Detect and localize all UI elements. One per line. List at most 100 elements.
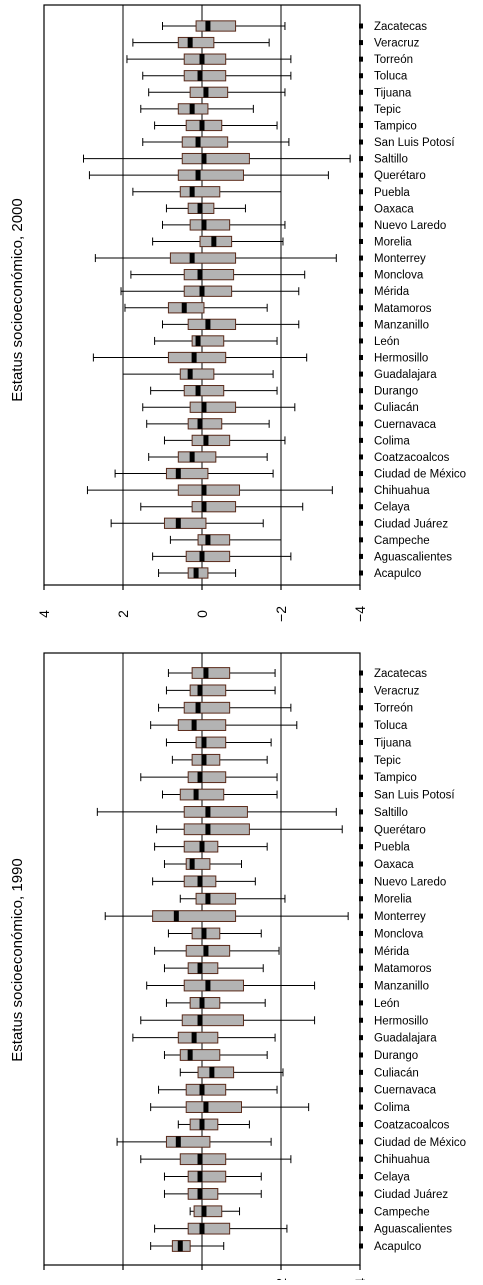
median-mark bbox=[205, 806, 211, 818]
box-row: San Luis Potosí bbox=[162, 788, 455, 802]
box-row: Aguascalientes bbox=[152, 550, 452, 563]
category-label: Aguascalientes bbox=[374, 551, 452, 563]
category-tick bbox=[359, 896, 363, 902]
category-tick bbox=[359, 670, 363, 676]
box-row: Puebla bbox=[154, 840, 410, 854]
iqr-box bbox=[183, 701, 231, 714]
median-mark bbox=[201, 484, 207, 496]
median-mark bbox=[199, 997, 205, 1009]
category-tick bbox=[359, 371, 363, 377]
category-tick bbox=[359, 305, 363, 311]
category-tick bbox=[359, 471, 363, 477]
median-mark bbox=[201, 928, 207, 939]
iqr-box bbox=[177, 169, 244, 181]
category-label: Durango bbox=[374, 1050, 418, 1062]
box-row: Hermosillo bbox=[140, 1014, 428, 1027]
box-row: Oaxaca bbox=[165, 202, 414, 215]
box-row: León bbox=[154, 335, 400, 348]
iqr-box bbox=[163, 517, 207, 529]
category-label: San Luis Potosí bbox=[374, 137, 455, 149]
box-row: Hermosillo bbox=[92, 351, 428, 365]
median-mark bbox=[191, 352, 197, 363]
category-label: Chihuahua bbox=[374, 485, 430, 497]
category-tick bbox=[359, 89, 363, 95]
median-mark bbox=[197, 269, 203, 280]
box-row: San Luis Potosí bbox=[142, 136, 455, 149]
iqr-box bbox=[187, 418, 223, 430]
median-mark bbox=[205, 534, 211, 545]
value-tick-label: −4 bbox=[352, 606, 368, 622]
box-row: Guadalajara bbox=[122, 368, 437, 381]
category-label: Veracruz bbox=[374, 38, 420, 50]
category-tick bbox=[359, 1191, 363, 1197]
box-row: Tijuana bbox=[165, 736, 412, 749]
category-tick bbox=[359, 1035, 363, 1041]
category-tick bbox=[359, 705, 363, 711]
panel-2000: 4 2 0 −2 −4 Estatus socioeconómico, 2000 Zacat… bbox=[9, 4, 466, 622]
category-label: Mérida bbox=[374, 946, 410, 958]
iqr-box bbox=[185, 858, 211, 870]
median-mark bbox=[205, 20, 211, 32]
median-mark bbox=[189, 252, 195, 264]
category-tick bbox=[359, 792, 363, 798]
median-mark bbox=[195, 335, 201, 347]
median-mark bbox=[205, 823, 211, 835]
category-tick bbox=[359, 878, 363, 884]
category-label: Guadalajara bbox=[374, 369, 437, 381]
category-tick bbox=[359, 1000, 363, 1006]
category-label: Manzanillo bbox=[374, 319, 429, 331]
category-tick bbox=[359, 1226, 363, 1232]
box-row: Oaxaca bbox=[163, 858, 414, 871]
median-mark bbox=[195, 170, 201, 181]
iqr-box bbox=[191, 335, 225, 347]
median-mark bbox=[203, 667, 209, 679]
category-tick bbox=[359, 757, 363, 763]
median-mark bbox=[193, 789, 199, 800]
category-label: Querétaro bbox=[374, 170, 426, 182]
category-label: Colima bbox=[374, 435, 410, 447]
box-row: Aguascalientes bbox=[154, 1222, 452, 1236]
iqr-box bbox=[181, 1014, 244, 1027]
iqr-box bbox=[183, 385, 225, 397]
box-row: Culiacán bbox=[179, 1066, 419, 1079]
iqr-box bbox=[187, 1222, 231, 1235]
iqr-box bbox=[191, 667, 231, 679]
median-mark bbox=[193, 567, 199, 579]
median-mark bbox=[197, 771, 203, 783]
category-label: Acapulco bbox=[374, 568, 421, 580]
iqr-box bbox=[187, 771, 227, 784]
iqr-box bbox=[185, 1083, 227, 1096]
box-row: Ciudad Juárez bbox=[163, 1188, 448, 1201]
iqr-box bbox=[177, 451, 217, 463]
iqr-box bbox=[169, 252, 237, 264]
iqr-box bbox=[179, 788, 225, 801]
box-row: Matamoros bbox=[124, 302, 432, 315]
median-mark bbox=[209, 1066, 215, 1078]
box-row: Zacatecas bbox=[162, 20, 427, 33]
box-row: Saltillo bbox=[96, 806, 408, 819]
category-label: San Luis Potosí bbox=[374, 790, 455, 802]
category-label: Aguascalientes bbox=[374, 1224, 452, 1236]
category-tick bbox=[359, 23, 363, 29]
median-mark bbox=[201, 501, 207, 512]
box-row: Mérida bbox=[154, 944, 410, 958]
category-tick bbox=[359, 983, 363, 989]
category-label: Manzanillo bbox=[374, 981, 429, 993]
category-label: Toluca bbox=[374, 720, 408, 732]
iqr-box bbox=[189, 219, 231, 231]
category-tick bbox=[359, 553, 363, 559]
iqr-box bbox=[193, 1205, 223, 1218]
category-tick bbox=[359, 355, 363, 361]
box-row: Zacatecas bbox=[167, 667, 427, 680]
median-mark bbox=[201, 1205, 207, 1217]
category-tick bbox=[359, 1052, 363, 1058]
iqr-box bbox=[187, 962, 219, 975]
median-mark bbox=[195, 136, 201, 148]
median-mark bbox=[197, 203, 203, 214]
median-mark bbox=[201, 754, 207, 766]
category-label: Matamoros bbox=[374, 963, 432, 975]
median-mark bbox=[197, 1171, 203, 1182]
box-row: León bbox=[165, 997, 400, 1010]
category-tick bbox=[359, 73, 363, 79]
